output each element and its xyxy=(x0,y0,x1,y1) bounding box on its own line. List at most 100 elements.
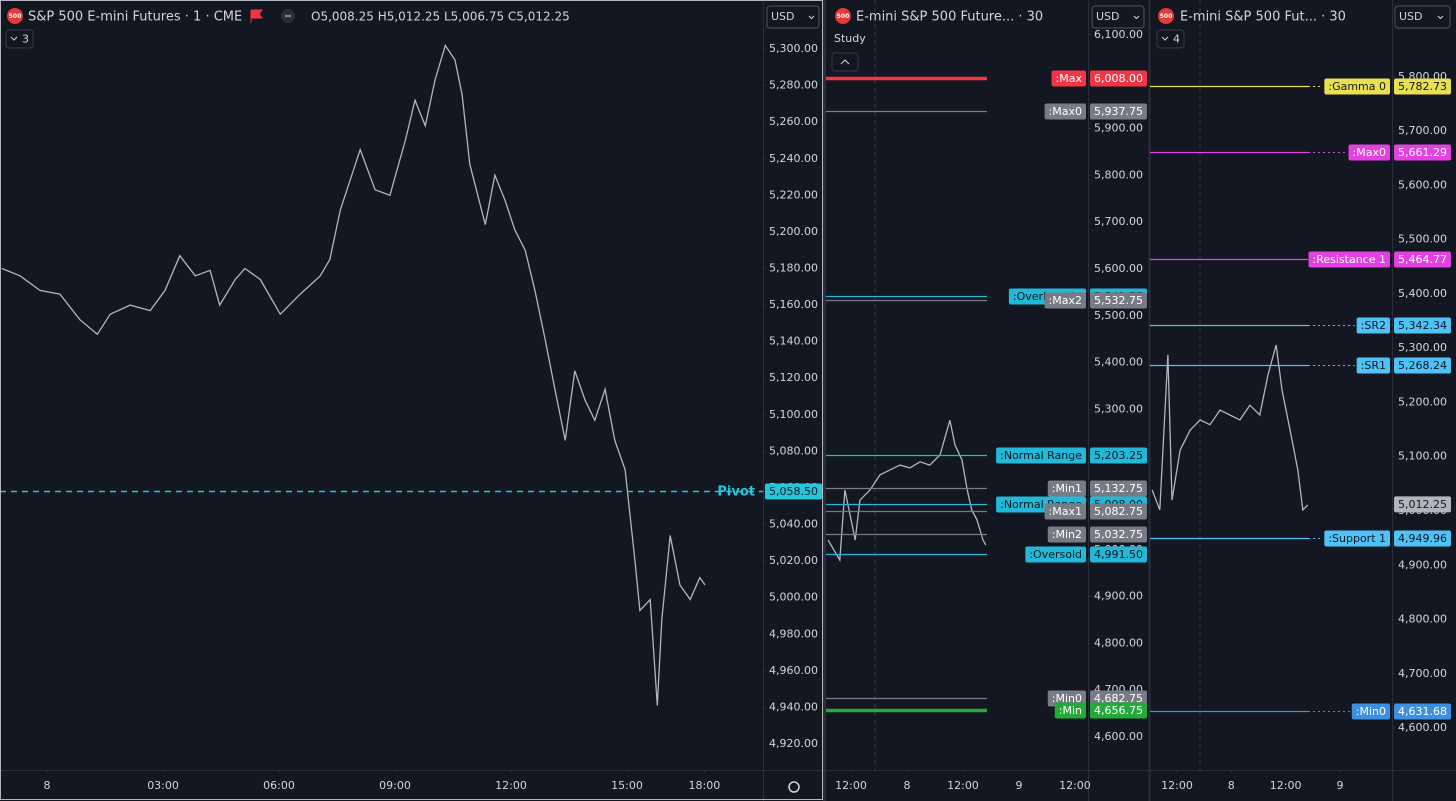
x-tick-label: 9 xyxy=(1015,779,1022,792)
y-tick-label: 5,700.00 xyxy=(1094,215,1143,228)
y-tick-label: 4,800.00 xyxy=(1398,613,1447,626)
y-tick-label: 5,200.00 xyxy=(769,225,818,238)
level-value-badge xyxy=(1090,480,1147,497)
level-value-badge xyxy=(1090,447,1147,464)
x-tick-label: 03:00 xyxy=(147,779,179,792)
level-label-badge xyxy=(1054,702,1086,719)
x-tick-label: 12:00 xyxy=(1270,779,1302,792)
y-tick-label: 5,100.00 xyxy=(1398,450,1447,463)
level-label-badge xyxy=(1351,703,1390,720)
level-value-badge-text: 5,937.75 xyxy=(1094,105,1143,118)
y-tick-label: 5,600.00 xyxy=(1398,178,1447,191)
level-value-badge xyxy=(1090,103,1147,120)
level-label-badge xyxy=(1044,503,1086,520)
currency-button[interactable] xyxy=(766,5,820,29)
level-label-badge-text: :Oversold xyxy=(1029,548,1082,561)
level-value-badge-text: 6,008.00 xyxy=(1094,72,1143,85)
logo-text: 500 xyxy=(837,13,850,20)
y-tick-label: 5,240.00 xyxy=(769,152,818,165)
logo xyxy=(835,8,851,24)
x-tick-label: 12:00 xyxy=(947,779,979,792)
level-value-badge xyxy=(1090,702,1147,719)
logo xyxy=(1158,8,1174,24)
x-tick-label: 9 xyxy=(1336,779,1343,792)
level-value-badge xyxy=(1394,317,1451,334)
y-tick-label: 5,040.00 xyxy=(769,518,818,531)
level-label-badge xyxy=(1324,78,1390,95)
x-tick-label: 18:00 xyxy=(689,779,721,792)
level-label-badge-text: :Normal Range xyxy=(1000,449,1082,462)
level-value-badge-text: 5,032.75 xyxy=(1094,528,1143,541)
y-tick-label: 4,940.00 xyxy=(769,700,818,713)
plots: 4,920.00 4,940.00 4,960.00 4,980.00 5,000.00… xyxy=(0,28,1451,792)
level-label-badge xyxy=(1348,144,1390,161)
chevron xyxy=(840,59,850,65)
level-value-badge xyxy=(1090,292,1147,309)
level-label-badge-text: :Max2 xyxy=(1049,294,1082,307)
y-tick-label: 5,400.00 xyxy=(1398,287,1447,300)
currency-button[interactable] xyxy=(1091,5,1145,29)
x-tick-label: 06:00 xyxy=(263,779,295,792)
y-tick-label: 4,700.00 xyxy=(1398,667,1447,680)
y-tick-label: 5,000.00 xyxy=(769,591,818,604)
level-label-badge xyxy=(1356,357,1390,374)
level-label-badge xyxy=(1324,530,1390,547)
y-tick-label: 4,980.00 xyxy=(769,627,818,640)
level-label-badge-text: :Min2 xyxy=(1052,528,1082,541)
y-tick-label: 4,600.00 xyxy=(1094,730,1143,743)
level-label-badge-text: :Min1 xyxy=(1052,482,1082,495)
level-label-badge xyxy=(1047,526,1086,543)
legend-toggle-button[interactable] xyxy=(1156,29,1185,49)
symbol-title: E-mini S&P 500 Fut... · 30 xyxy=(1180,10,1346,25)
level-value-badge-text: 5,132.75 xyxy=(1094,482,1143,495)
y-tick-label: 5,080.00 xyxy=(769,444,818,457)
currency: USD xyxy=(771,10,795,23)
settings-button[interactable] xyxy=(788,781,800,793)
logo-text: 500 xyxy=(9,13,22,20)
level-label-badge xyxy=(1308,251,1390,268)
panel-header: 500 S&P 500 E-mini Futures · 1 · CME O5,… xyxy=(5,5,820,49)
level-value-badge-text: 5,342.34 xyxy=(1398,319,1447,332)
y-tick-label: 5,800.00 xyxy=(1094,168,1143,181)
y-tick-label: 5,100.00 xyxy=(769,408,818,421)
x-tick-label: 15:00 xyxy=(611,779,643,792)
currency-button[interactable] xyxy=(1394,5,1451,29)
level-label-badge xyxy=(1044,103,1086,120)
y-tick-label: 4,900.00 xyxy=(1398,558,1447,571)
y-tick-label: 6,100.00 xyxy=(1094,28,1143,41)
y-tick-label: 5,300.00 xyxy=(1094,402,1143,415)
level-label-badge-text: :SR1 xyxy=(1361,359,1386,372)
legend-collapse-button[interactable] xyxy=(831,52,859,72)
level-value-badge xyxy=(1090,503,1147,520)
flag-icon[interactable] xyxy=(250,9,263,23)
chevron xyxy=(10,36,18,41)
level-label-badge xyxy=(1025,546,1086,563)
logo xyxy=(7,8,23,24)
level-value-badge-text: 5,082.75 xyxy=(1094,505,1143,518)
legend-toggle-button[interactable] xyxy=(5,29,34,49)
level-value-badge xyxy=(1394,251,1451,268)
price-line xyxy=(827,420,987,563)
level-value-badge-text: 4,949.96 xyxy=(1398,532,1447,545)
x-tick-label: 8 xyxy=(1228,779,1235,792)
level-label-badge-text: :Max xyxy=(1056,72,1083,85)
y-tick-label: 4,600.00 xyxy=(1398,721,1447,734)
chart-panel: 4,920.00 4,940.00 4,960.00 4,980.00 5,000.00… xyxy=(0,42,822,792)
x-tick-label: 8 xyxy=(903,779,910,792)
level-value-badge-text: 5,532.75 xyxy=(1094,294,1143,307)
level-label-badge-text: :Min0 xyxy=(1356,705,1386,718)
level-value-badge-text: 4,656.75 xyxy=(1094,704,1143,717)
level-label-badge-text: :Support 1 xyxy=(1328,532,1386,545)
level-value-badge-text: 4,631.68 xyxy=(1398,705,1447,718)
x-tick-label: 12:00 xyxy=(1161,779,1193,792)
x-tick-label: 12:00 xyxy=(1059,779,1091,792)
symbol-title: S&P 500 E-mini Futures · 1 · CME xyxy=(28,10,242,25)
chevron xyxy=(1437,15,1444,20)
level-label-badge xyxy=(1051,70,1086,87)
price-line xyxy=(1151,344,1309,512)
chevron xyxy=(808,15,815,20)
level-value-badge xyxy=(1394,78,1451,95)
level-value-badge xyxy=(1090,546,1147,563)
